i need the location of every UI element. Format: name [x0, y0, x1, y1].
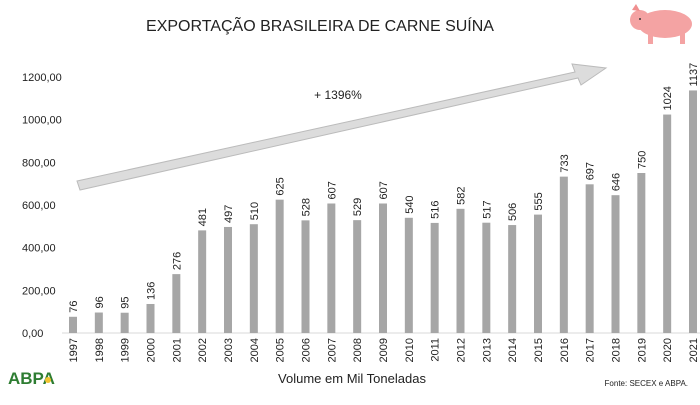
data-label: 96 — [94, 296, 106, 308]
bar — [172, 274, 181, 333]
bar — [559, 176, 568, 333]
bar — [585, 184, 594, 333]
x-tick-label: 2009 — [378, 338, 390, 362]
y-tick-label: 0,00 — [22, 328, 43, 340]
source-note: Fonte: SECEX e ABPA. — [605, 379, 688, 388]
bar — [404, 217, 413, 333]
x-tick-label: 2013 — [481, 338, 493, 362]
data-label: 607 — [326, 181, 338, 199]
data-label: 481 — [197, 208, 209, 226]
data-label: 276 — [171, 252, 183, 270]
data-label: 646 — [611, 173, 623, 191]
y-tick-label: 1200,00 — [22, 72, 62, 84]
x-tick-label: 2016 — [559, 338, 571, 362]
bar — [689, 90, 697, 333]
data-label: 1024 — [662, 86, 674, 110]
data-label: 540 — [404, 195, 416, 213]
x-tick-label: 2005 — [275, 338, 287, 362]
x-tick-label: 2006 — [301, 338, 313, 362]
x-tick-label: 2012 — [456, 338, 468, 362]
logo-text: ABPA — [8, 369, 55, 388]
bar — [249, 224, 258, 333]
x-tick-label: 2018 — [611, 338, 623, 362]
x-tick-label: 2019 — [636, 338, 648, 362]
growth-arrow — [76, 63, 608, 191]
data-label: 750 — [636, 151, 648, 169]
bar — [508, 225, 517, 333]
data-label: 517 — [481, 200, 493, 218]
x-tick-label: 2010 — [404, 338, 416, 362]
data-label: 136 — [146, 282, 158, 300]
bar — [430, 222, 439, 333]
bar — [69, 316, 77, 333]
bar — [482, 222, 491, 333]
x-tick-label: 2020 — [662, 338, 674, 362]
data-label: 697 — [585, 162, 597, 180]
x-tick-label: 2008 — [352, 338, 364, 362]
bar — [275, 199, 284, 333]
data-label: 555 — [533, 192, 545, 210]
data-label: 529 — [352, 198, 364, 216]
x-tick-label: 1998 — [94, 338, 106, 362]
pig-icon — [630, 4, 692, 44]
x-tick-label: 2004 — [249, 338, 261, 362]
x-axis-label: Volume em Mil Toneladas — [278, 371, 426, 386]
x-tick-label: 2014 — [507, 338, 519, 362]
bar — [637, 173, 646, 333]
data-label: 497 — [223, 205, 235, 223]
data-label: 607 — [378, 181, 390, 199]
y-tick-label: 800,00 — [22, 157, 56, 169]
bar — [611, 195, 620, 333]
y-tick-label: 600,00 — [22, 200, 56, 212]
data-label: 1137 — [688, 63, 700, 87]
data-label: 625 — [275, 177, 287, 195]
y-tick-label: 1000,00 — [22, 115, 62, 127]
x-tick-label: 2015 — [533, 338, 545, 362]
x-tick-label: 1997 — [68, 338, 80, 362]
x-tick-label: 2021 — [688, 338, 700, 362]
chart-title: EXPORTAÇÃO BRASILEIRA DE CARNE SUÍNA — [146, 15, 494, 35]
data-label: 528 — [301, 198, 313, 216]
y-tick-label: 200,00 — [22, 285, 56, 297]
x-tick-label: 2000 — [146, 338, 158, 362]
bar — [301, 220, 310, 333]
data-label: 506 — [507, 203, 519, 221]
x-tick-label: 2011 — [430, 338, 442, 362]
bar — [120, 312, 129, 333]
x-tick-label: 2003 — [223, 338, 235, 362]
x-tick-label: 2017 — [585, 338, 597, 362]
abpa-logo: ABPA — [8, 369, 55, 388]
bar — [224, 226, 232, 333]
growth-annotation: + 1396% — [314, 88, 362, 102]
data-label: 95 — [120, 296, 132, 308]
bar — [534, 214, 542, 333]
bar — [353, 220, 362, 333]
x-tick-label: 2007 — [326, 338, 338, 362]
x-tick-label: 1999 — [120, 338, 132, 362]
data-label: 510 — [249, 202, 261, 220]
data-label: 516 — [430, 201, 442, 219]
data-label: 582 — [456, 186, 468, 204]
x-tick-label: 2001 — [171, 338, 183, 362]
bar — [94, 312, 103, 333]
bar — [146, 303, 155, 333]
y-tick-label: 400,00 — [22, 243, 56, 255]
bar — [327, 203, 336, 333]
bar — [456, 208, 465, 333]
data-label: 733 — [559, 154, 571, 172]
x-tick-label: 2002 — [197, 338, 209, 362]
bar — [663, 114, 672, 334]
bar — [379, 203, 387, 333]
bar — [198, 230, 207, 333]
data-label: 76 — [68, 301, 80, 313]
